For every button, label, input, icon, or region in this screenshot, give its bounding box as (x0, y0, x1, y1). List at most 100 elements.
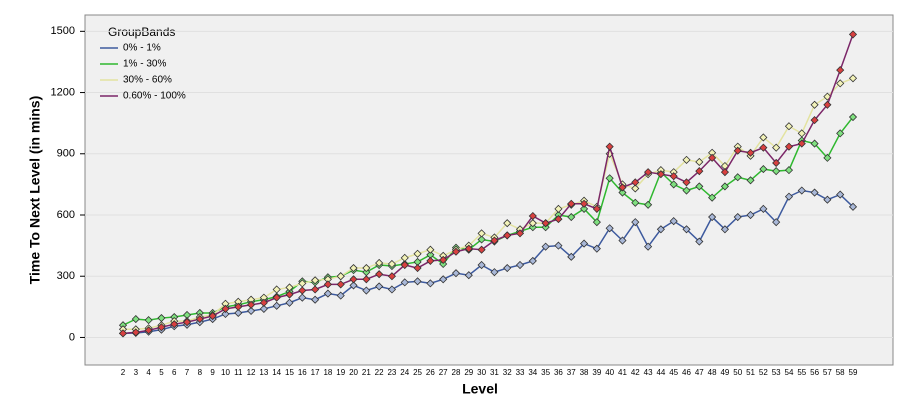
point (349, 275, 358, 284)
x-tick-label: 56 (810, 368, 819, 377)
point (695, 237, 704, 246)
point (451, 269, 461, 278)
point (720, 182, 729, 191)
point (311, 276, 320, 285)
point (682, 178, 691, 187)
point (464, 244, 473, 253)
x-tick-label: 41 (618, 368, 627, 377)
point (503, 219, 512, 228)
point (836, 129, 845, 138)
x-tick-label: 24 (400, 368, 409, 377)
x-tick-label: 4 (146, 368, 151, 377)
point (784, 122, 794, 131)
series-line (122, 34, 854, 335)
point (746, 148, 755, 157)
point (311, 295, 320, 304)
x-tick-label: 45 (669, 368, 678, 377)
point (592, 204, 601, 213)
point (490, 268, 499, 277)
x-tick-label: 18 (323, 368, 332, 377)
y-tick-label: 1200 (51, 86, 75, 98)
point (810, 188, 819, 197)
point (375, 270, 384, 279)
y-tick-label: 900 (57, 148, 75, 160)
point (682, 186, 691, 195)
x-tick-label: 33 (516, 368, 525, 377)
x-tick-label: 47 (695, 368, 704, 377)
y-tick-label: 1500 (51, 25, 75, 37)
point (656, 170, 665, 179)
point (400, 260, 409, 270)
x-tick-label: 34 (528, 368, 537, 377)
x-tick-label: 42 (631, 368, 640, 377)
x-tick-label: 5 (159, 368, 164, 377)
point (362, 286, 371, 295)
point (208, 311, 217, 321)
point (836, 190, 845, 199)
legend-label: 30% - 60% (123, 75, 172, 86)
x-tick-label: 14 (272, 368, 281, 377)
y-axis-label: Time To Next Level (in mins) (27, 96, 43, 285)
point (810, 100, 819, 109)
point (323, 280, 332, 289)
x-tick-label: 27 (439, 368, 448, 377)
point (772, 167, 781, 176)
x-tick-label: 12 (247, 368, 256, 377)
point (413, 263, 422, 273)
point (464, 271, 473, 280)
point (413, 249, 422, 258)
point (503, 263, 512, 273)
point (784, 192, 794, 201)
x-tick-label: 46 (682, 368, 691, 377)
x-tick-label: 21 (362, 368, 371, 377)
x-tick-label: 50 (733, 368, 742, 377)
x-tick-label: 2 (121, 368, 126, 377)
point (528, 256, 537, 265)
point (579, 199, 589, 208)
x-tick-label: 36 (554, 368, 563, 377)
point (477, 229, 486, 238)
point (810, 116, 819, 125)
point (426, 279, 435, 288)
point (746, 210, 755, 220)
point (695, 157, 704, 167)
point (848, 30, 858, 39)
point (836, 79, 845, 88)
point (349, 263, 358, 273)
series-line (122, 116, 854, 326)
point (144, 316, 153, 325)
point (503, 231, 512, 240)
point (772, 143, 781, 152)
x-tick-label: 17 (311, 368, 320, 377)
point (400, 278, 409, 287)
point (695, 182, 704, 191)
point (131, 315, 140, 324)
point (541, 223, 550, 232)
x-tick-label: 16 (298, 368, 307, 377)
x-tick-label: 26 (426, 368, 435, 377)
point (247, 306, 256, 315)
point (567, 212, 576, 222)
x-tick-label: 20 (349, 368, 358, 377)
point (733, 146, 742, 155)
point (157, 323, 166, 332)
point (451, 247, 461, 256)
point (413, 277, 422, 286)
point (784, 166, 794, 175)
x-tick-label: 11 (234, 368, 243, 377)
series-line (122, 189, 854, 335)
point (336, 291, 345, 300)
point (541, 219, 550, 228)
point (528, 223, 537, 232)
point (708, 193, 717, 202)
point (439, 275, 448, 284)
point (554, 204, 563, 213)
legend-title: GroupBands (108, 25, 175, 39)
x-tick-label: 35 (541, 368, 550, 377)
point (733, 173, 742, 182)
point (311, 285, 320, 294)
point (554, 241, 563, 250)
point (426, 245, 435, 254)
point (285, 298, 294, 307)
